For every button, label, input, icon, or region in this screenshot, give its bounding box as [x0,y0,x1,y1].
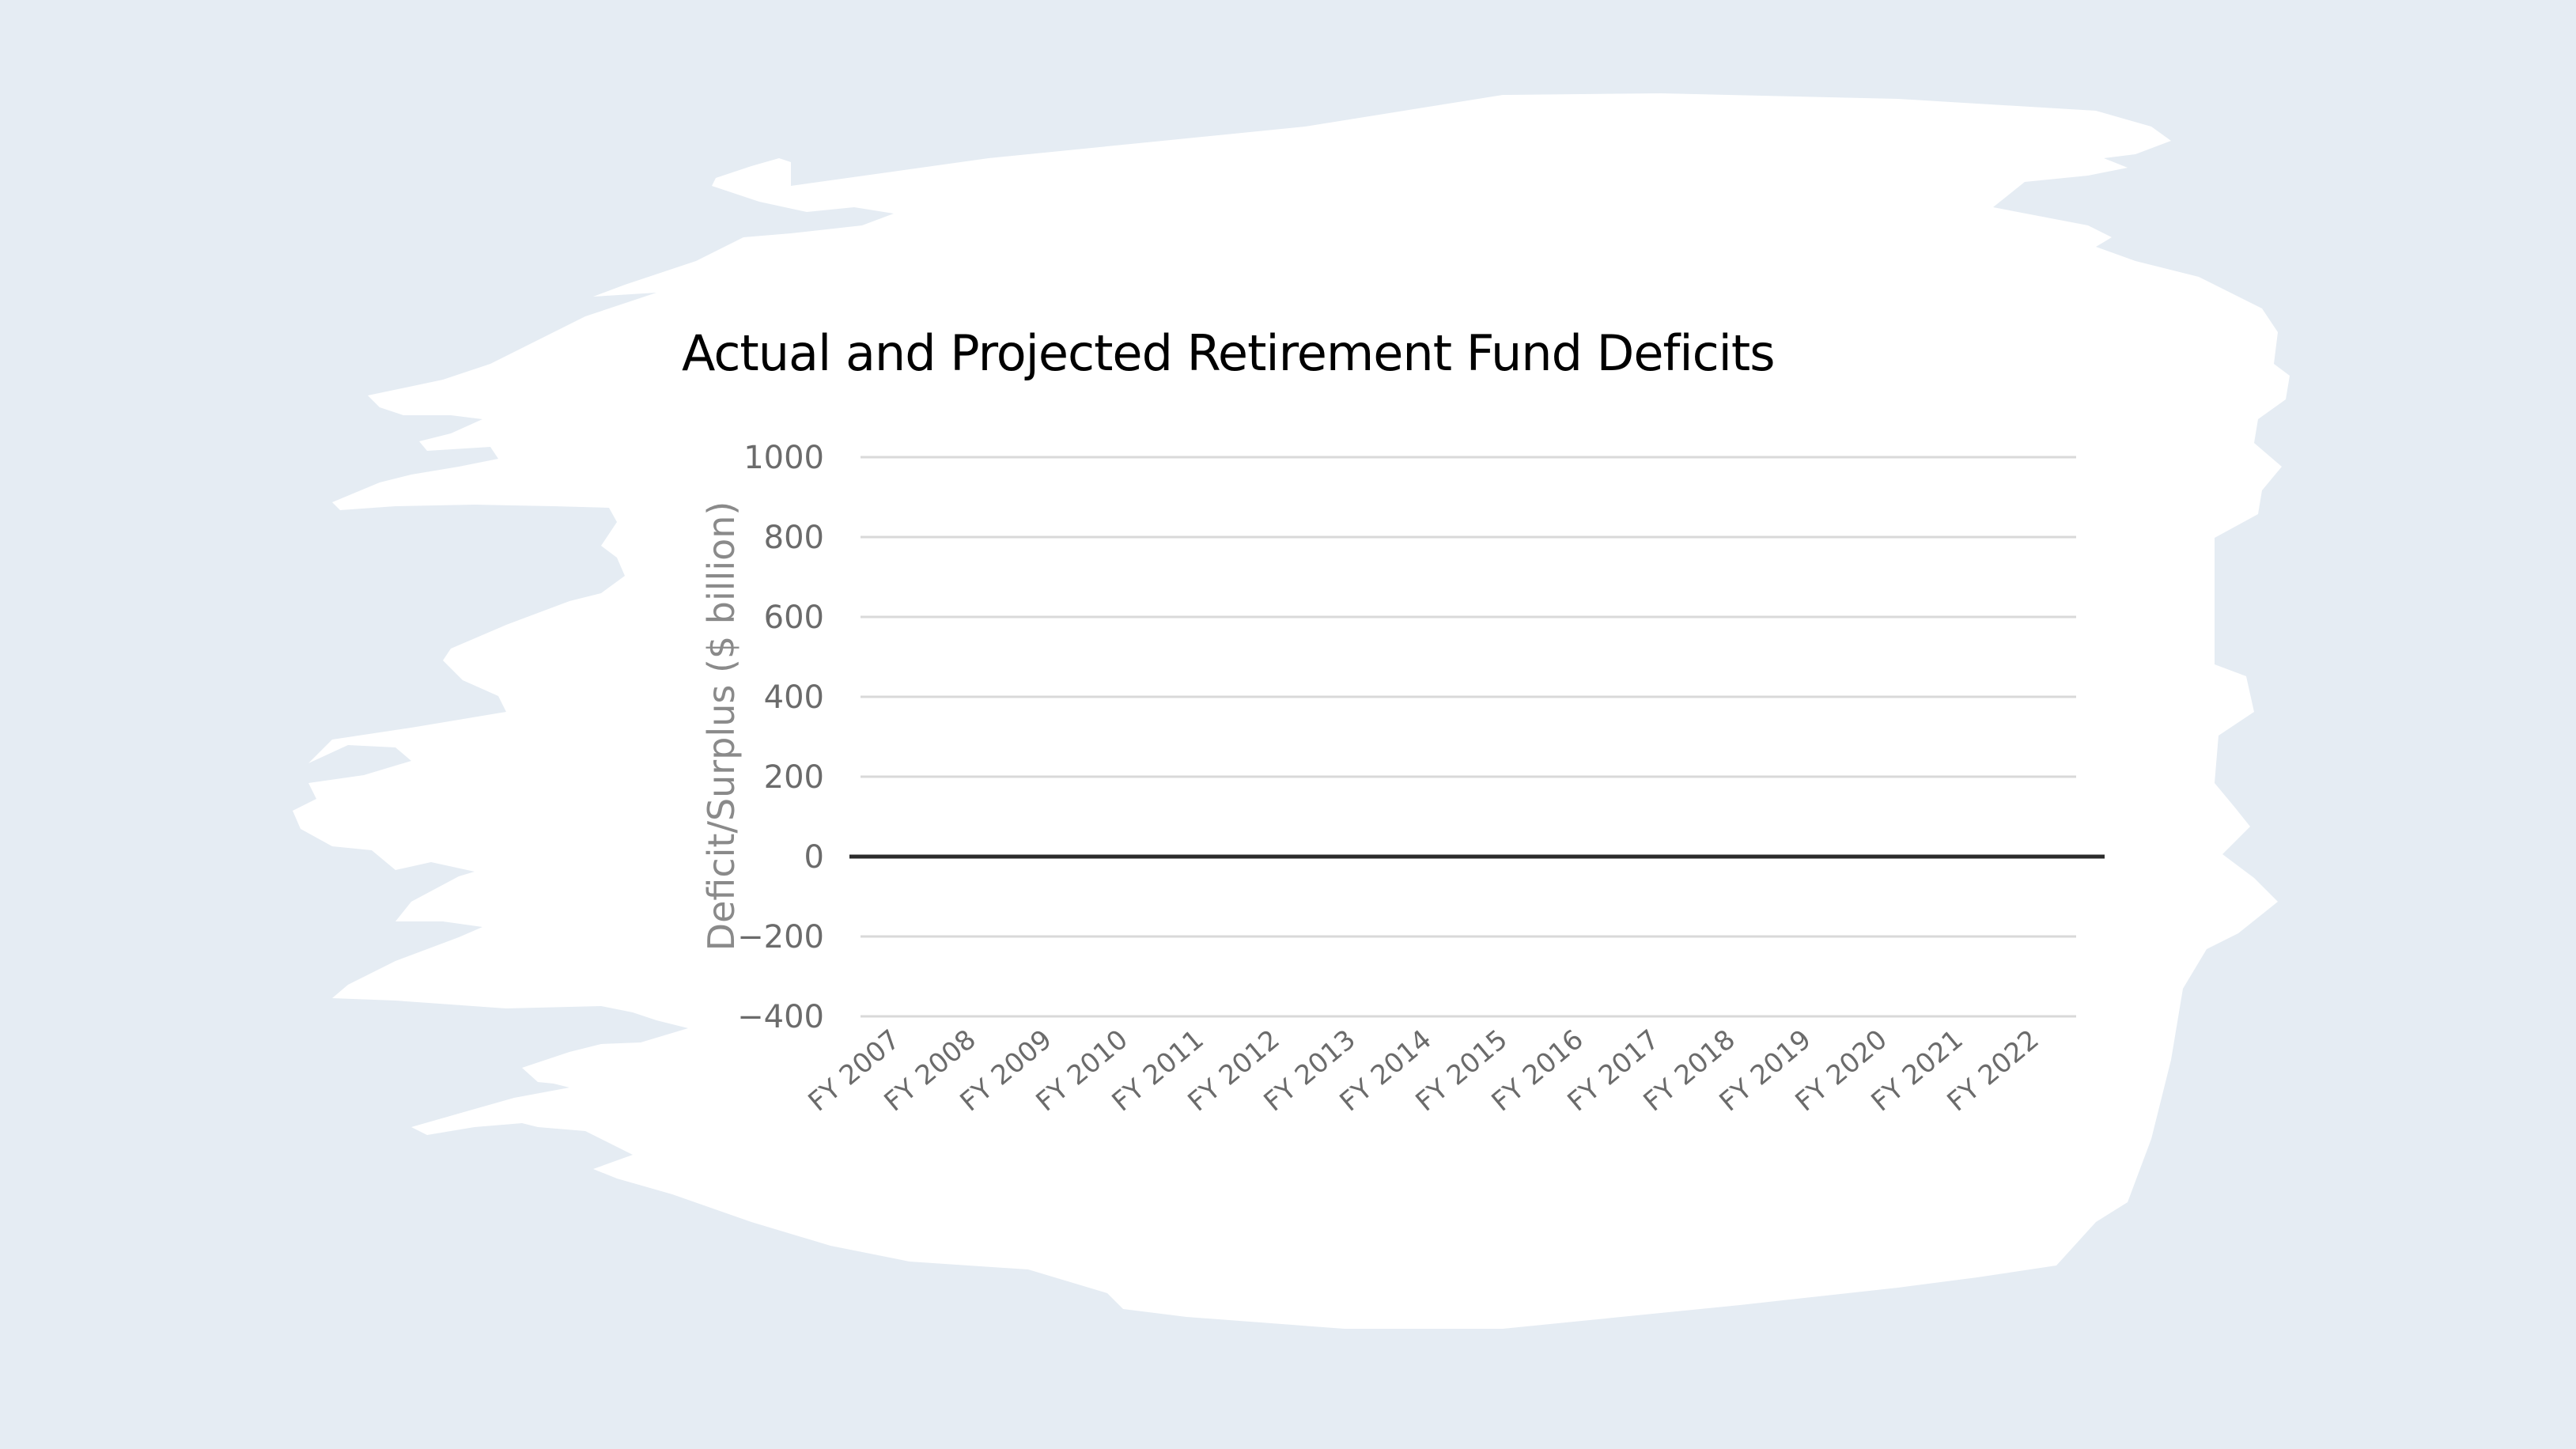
y-tick-label: 600 [764,600,824,636]
y-tick-label: 400 [764,679,824,716]
y-tick-label: 200 [764,759,824,796]
brush-stroke-panel [293,93,2290,1329]
chart-title: Actual and Projected Retirement Fund Def… [682,324,1776,382]
grid-lines [861,456,2076,1018]
y-tick-label: 0 [804,839,824,876]
y-tick-label: 1000 [743,440,824,476]
y-tick-label: 800 [764,520,824,556]
y-axis-label: Deficit/Surplus ($ billion) [700,501,743,951]
y-axis-ticks: 1000 800 600 400 200 0 −200 −400 [737,440,824,1035]
y-tick-label: −200 [737,919,824,955]
y-tick-label: −400 [737,999,824,1035]
